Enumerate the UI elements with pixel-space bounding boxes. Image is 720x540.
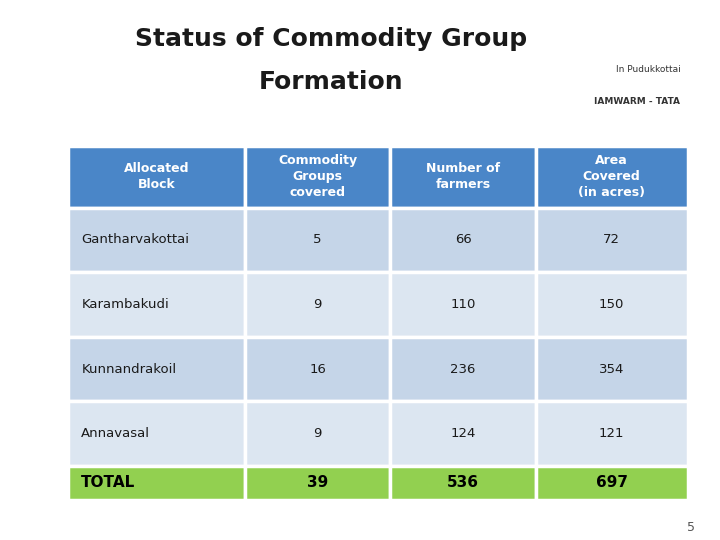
FancyBboxPatch shape (536, 401, 688, 466)
Text: Karambakudi: Karambakudi (81, 298, 169, 311)
Text: 9: 9 (313, 298, 322, 311)
FancyBboxPatch shape (245, 466, 390, 500)
Text: 124: 124 (451, 427, 476, 440)
FancyBboxPatch shape (245, 146, 390, 208)
Text: 697: 697 (595, 475, 628, 490)
Text: TOTAL: TOTAL (81, 475, 135, 490)
FancyBboxPatch shape (390, 208, 536, 272)
FancyBboxPatch shape (68, 208, 245, 272)
Text: Kunnandrakoil: Kunnandrakoil (81, 362, 176, 376)
FancyBboxPatch shape (536, 337, 688, 401)
Text: 150: 150 (599, 298, 624, 311)
Text: 110: 110 (451, 298, 476, 311)
Text: 236: 236 (451, 362, 476, 376)
Text: Status of Commodity Group: Status of Commodity Group (135, 27, 527, 51)
Text: 121: 121 (599, 427, 624, 440)
FancyBboxPatch shape (245, 337, 390, 401)
FancyBboxPatch shape (68, 146, 245, 208)
Text: Gantharvakottai: Gantharvakottai (81, 233, 189, 246)
FancyBboxPatch shape (68, 401, 245, 466)
Text: 354: 354 (599, 362, 624, 376)
FancyBboxPatch shape (245, 272, 390, 337)
Text: Formation: Formation (259, 70, 403, 94)
Text: In Pudukkottai: In Pudukkottai (616, 65, 680, 74)
FancyBboxPatch shape (390, 146, 536, 208)
FancyBboxPatch shape (245, 208, 390, 272)
Text: 39: 39 (307, 475, 328, 490)
FancyBboxPatch shape (390, 401, 536, 466)
Text: 72: 72 (603, 233, 620, 246)
FancyBboxPatch shape (536, 466, 688, 500)
Text: 66: 66 (455, 233, 472, 246)
FancyBboxPatch shape (245, 401, 390, 466)
FancyBboxPatch shape (68, 337, 245, 401)
Text: IAMWARM - TATA: IAMWARM - TATA (595, 97, 680, 106)
FancyBboxPatch shape (536, 146, 688, 208)
Text: 536: 536 (447, 475, 479, 490)
FancyBboxPatch shape (390, 272, 536, 337)
Text: 9: 9 (313, 427, 322, 440)
FancyBboxPatch shape (390, 466, 536, 500)
FancyBboxPatch shape (536, 208, 688, 272)
FancyBboxPatch shape (68, 272, 245, 337)
Text: Annavasal: Annavasal (81, 427, 150, 440)
FancyBboxPatch shape (68, 466, 245, 500)
FancyBboxPatch shape (536, 272, 688, 337)
Text: 5: 5 (687, 521, 695, 534)
Text: 16: 16 (309, 362, 326, 376)
Text: Number of
farmers: Number of farmers (426, 162, 500, 191)
FancyBboxPatch shape (390, 337, 536, 401)
Text: Area
Covered
(in acres): Area Covered (in acres) (578, 154, 645, 199)
Text: Commodity
Groups
covered: Commodity Groups covered (278, 154, 357, 199)
Text: 5: 5 (313, 233, 322, 246)
Text: Allocated
Block: Allocated Block (124, 162, 189, 191)
